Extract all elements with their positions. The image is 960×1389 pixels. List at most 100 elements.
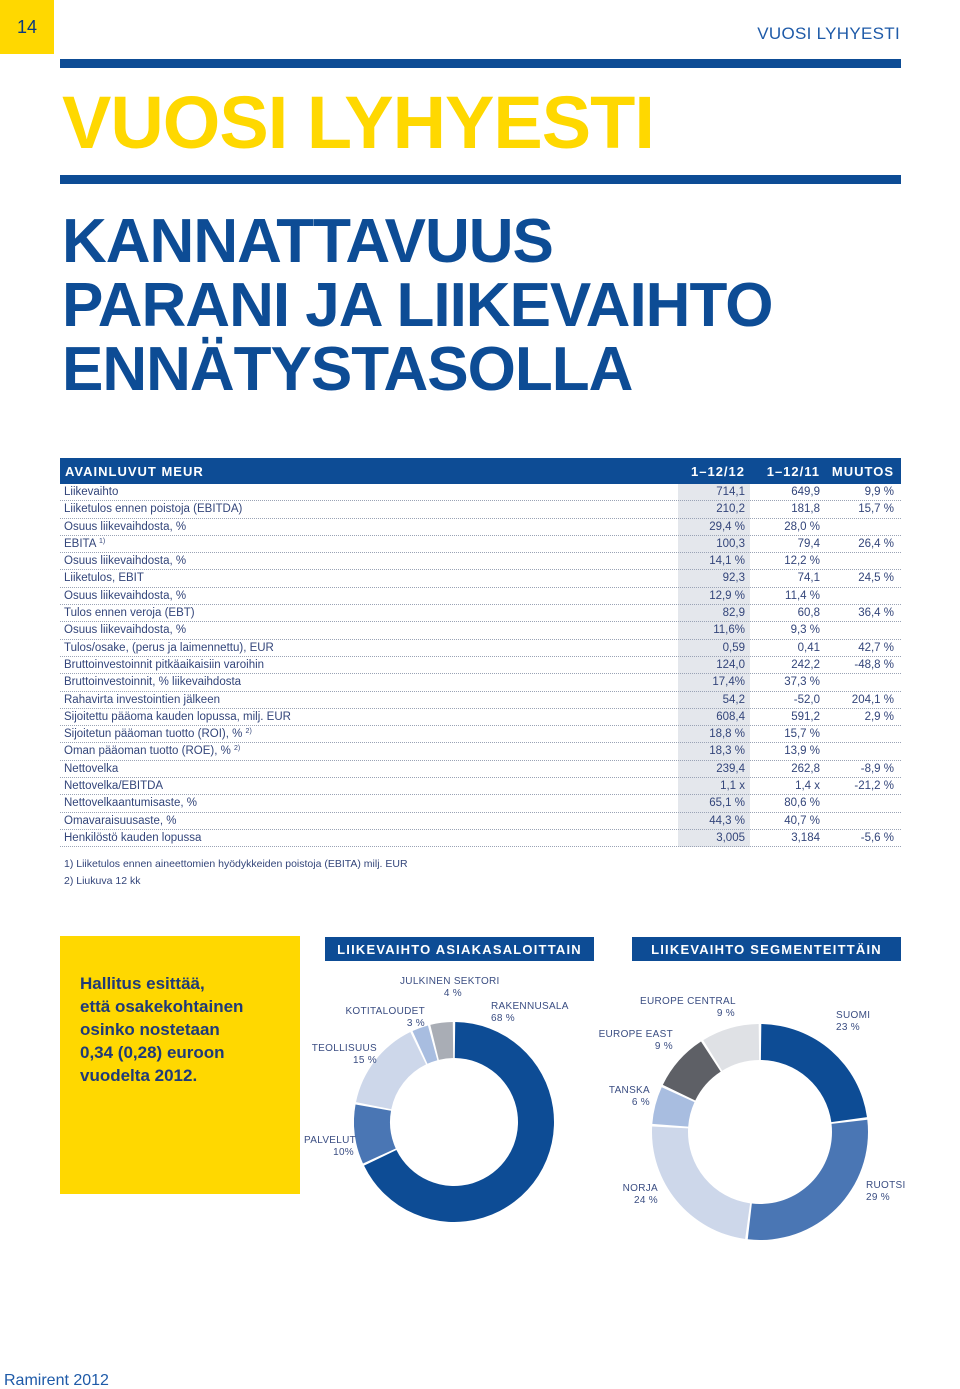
page-number: 14 xyxy=(0,0,54,54)
row-value-change: -21,2 % xyxy=(854,780,894,792)
row-label: Nettovelka/EBITDA xyxy=(64,780,163,792)
label-value: 3 % xyxy=(406,1018,425,1029)
row-value-2011: 3,184 xyxy=(791,832,820,844)
header-label: AVAINLUVUT MEUR xyxy=(65,464,204,479)
row-value-2011-text: 40,7 % xyxy=(784,814,820,827)
row-value-2011-text: 0,41 xyxy=(797,641,820,654)
row-label-text: Omavaraisuusaste, % xyxy=(64,814,177,827)
row-label-text: Osuus liikevaihdosta, % xyxy=(64,624,187,637)
row-value-2012-text: 12,9 % xyxy=(709,589,745,602)
row-value-change-text: 36,4 % xyxy=(858,607,894,620)
row-value-2012: 608,4 xyxy=(716,711,745,723)
segment-donut-chart xyxy=(652,1024,868,1240)
row-value-change-text: -48,8 % xyxy=(854,658,894,671)
row-value-2011-text: 3,184 xyxy=(791,831,820,844)
table-row: Osuus liikevaihdosta, % 12,9 % 11,4 % xyxy=(60,588,901,606)
row-value-change: 204,1 % xyxy=(852,694,894,706)
row-label-text: Tulos/osake, (perus ja laimennettu), EUR xyxy=(64,641,274,654)
row-value-2012-text: 18,3 % xyxy=(709,745,745,758)
row-label-text: Sijoitettu pääoma kauden lopussa, milj. … xyxy=(64,710,291,723)
label-value: 23 % xyxy=(836,1022,860,1033)
table-row: Henkilöstö kauden lopussa 3,005 3,184 -5,6 … xyxy=(60,830,901,848)
row-value-2011: 0,41 xyxy=(798,642,820,654)
row-value-2012: 11,6% xyxy=(713,624,745,636)
donut-slice-kotitaloudet xyxy=(412,1025,438,1064)
row-label: Tulos ennen veroja (EBT) xyxy=(64,607,195,619)
top-rule xyxy=(60,59,901,68)
row-value-2011-text: 15,7 % xyxy=(784,728,820,741)
main-heading: KANNATTAVUUS PARANI JA LIIKEVAIHTO ENNÄT… xyxy=(62,210,773,402)
footnote: 1) Liiketulos ennen aineettomien hyödykk… xyxy=(64,858,408,870)
row-value-2011: 15,7 % xyxy=(784,728,820,740)
label-palvelut: PALVELUT 10% xyxy=(304,1135,356,1159)
row-label: Liiketulos, EBIT xyxy=(64,572,144,584)
chart-title-customers: LIIKEVAIHTO ASIAKASALOITTAIN xyxy=(325,937,594,961)
label-norja: NORJA 24 % xyxy=(600,1183,658,1207)
row-value-2011: 80,6 % xyxy=(784,797,820,809)
footnote: 2) Liukuva 12 kk xyxy=(64,875,141,887)
row-value-2011: 9,3 % xyxy=(791,624,820,636)
label-name: EUROPE CENTRAL xyxy=(640,996,736,1007)
row-value-change-text: -5,6 % xyxy=(860,831,894,844)
label-name: RAKENNUSALA xyxy=(491,1001,569,1012)
row-value-2012-text: 17,4% xyxy=(712,676,745,689)
donut-slice-julkinen-sektori xyxy=(430,1022,454,1060)
row-value-change: 15,7 % xyxy=(858,503,894,515)
row-value-change: 36,4 % xyxy=(858,607,894,619)
donut-slice-teollisuus xyxy=(356,1032,427,1110)
row-label: Oman pääoman tuotto (ROE), % 2) xyxy=(64,745,240,757)
row-value-change: 2,9 % xyxy=(865,711,894,723)
label-tanska: TANSKA 6 % xyxy=(600,1085,650,1109)
row-value-change-text: 204,1 % xyxy=(851,693,894,706)
row-label: Tulos/osake, (perus ja laimennettu), EUR xyxy=(64,642,274,654)
dividend-callout: Hallitus esittää, että osakekohtainen os… xyxy=(60,936,300,1194)
row-label-text: Liikevaihto xyxy=(64,486,119,498)
donut-slice-palvelut xyxy=(354,1104,396,1164)
row-label: Bruttoinvestoinnit, % liikevaihdosta xyxy=(64,676,241,688)
row-value-2012: 100,3 xyxy=(716,538,745,550)
label-value: 6 % xyxy=(631,1097,650,1108)
table-row: Bruttoinvestoinnit pitkäaikaisiin varoih… xyxy=(60,657,901,675)
row-label: Omavaraisuusaste, % xyxy=(64,815,177,827)
row-value-2012: 0,59 xyxy=(723,642,745,654)
label-kotitaloudet: KOTITALOUDET 3 % xyxy=(343,1006,425,1030)
label-teollisuus: TEOLLISUUS 15 % xyxy=(300,1043,377,1067)
row-value-2012-text: 29,4 % xyxy=(709,520,745,533)
row-value-2011: 242,2 xyxy=(791,659,820,671)
row-value-2012: 14,1 % xyxy=(709,555,745,567)
row-value-change: -48,8 % xyxy=(854,659,894,671)
row-value-2012: 18,8 % xyxy=(709,728,745,740)
row-value-2011-text: 262,8 xyxy=(791,762,820,775)
row-label: Sijoitettu pääoma kauden lopussa, milj. … xyxy=(64,711,291,723)
row-label-text: Bruttoinvestoinnit, % liikevaihdosta xyxy=(64,676,242,689)
callout-text: Hallitus esittää, että osakekohtainen os… xyxy=(80,972,290,1087)
row-value-2011-text: -52,0 xyxy=(793,693,820,706)
row-value-2012-text: 124,0 xyxy=(716,658,745,671)
label-rakennusala: RAKENNUSALA 68 % xyxy=(491,1001,569,1025)
table-row: Oman pääoman tuotto (ROE), % 2) 18,3 % 13,… xyxy=(60,743,901,761)
label-julkinen-sektori: JULKINEN SEKTORI 4 % xyxy=(400,976,499,1000)
row-value-2012-text: 1,1 x xyxy=(720,780,745,793)
row-value-2012: 18,3 % xyxy=(709,745,745,757)
row-value-change: -5,6 % xyxy=(861,832,894,844)
row-label: Nettovelka xyxy=(64,763,118,775)
donut-slice-ruotsi xyxy=(747,1119,868,1240)
row-value-2012-text: 3,005 xyxy=(716,831,745,844)
row-footnote-ref: 1) xyxy=(98,537,106,545)
row-label: Liikevaihto xyxy=(64,486,118,498)
header-col-2012: 1–12/12 xyxy=(691,464,745,479)
row-value-change-text: 42,7 % xyxy=(858,641,894,654)
row-value-change-text: 9,9 % xyxy=(864,486,894,498)
table-row: EBITA 1) 100,3 79,4 26,4 % xyxy=(60,536,901,554)
row-footnote-ref: 2) xyxy=(234,745,241,753)
row-label: Osuus liikevaihdosta, % xyxy=(64,521,186,533)
row-value-2011-text: 591,2 xyxy=(791,710,820,723)
row-value-change-text: 2,9 % xyxy=(864,710,894,723)
table-row: Liiketulos, EBIT 92,3 74,1 24,5 % xyxy=(60,570,901,588)
row-value-2011: 262,8 xyxy=(791,763,820,775)
row-value-2012: 92,3 xyxy=(723,572,745,584)
row-value-2012-text: 44,3 % xyxy=(709,814,745,827)
table-row: Nettovelkaantumisaste, % 65,1 % 80,6 % xyxy=(60,795,901,813)
row-label: Sijoitetun pääoman tuotto (ROI), % 2) xyxy=(64,728,252,740)
table-row: Liiketulos ennen poistoja (EBITDA) 210,2 1… xyxy=(60,501,901,519)
